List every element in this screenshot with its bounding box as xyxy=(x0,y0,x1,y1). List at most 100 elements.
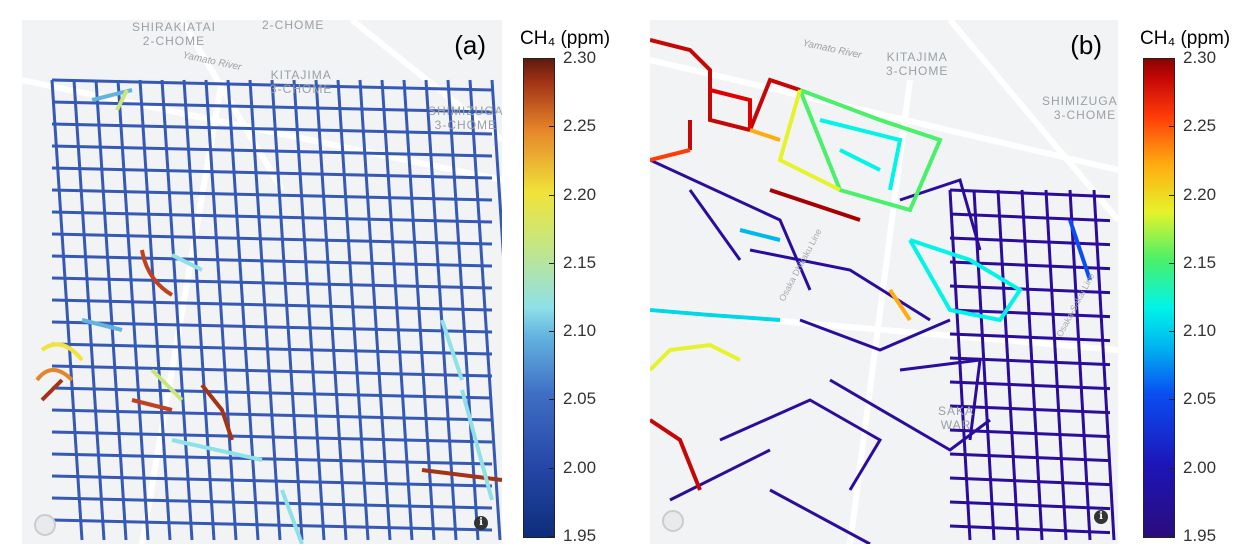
street-segment xyxy=(769,488,871,544)
colorbar-tickmark xyxy=(549,399,555,401)
colorbar-tick-label: 2.00 xyxy=(1183,457,1217,477)
street-segment xyxy=(314,79,348,541)
street-segment xyxy=(899,358,982,441)
street-segment xyxy=(719,398,883,491)
street-segment xyxy=(1068,189,1092,541)
street-segment xyxy=(949,284,1111,295)
street-segment xyxy=(51,364,493,378)
colorbar-tick-label: 2.10 xyxy=(1183,321,1217,341)
street-segment xyxy=(160,79,194,541)
street-segment xyxy=(650,158,812,291)
colorbar-tickmark xyxy=(549,194,555,196)
street-segment xyxy=(949,524,1111,535)
map-label-sakai-wards: SAKA WAR xyxy=(938,404,975,432)
colorbar-tick-label: 2.10 xyxy=(563,321,597,341)
street-segment xyxy=(336,79,370,541)
colorbar-title-b: CH₄ (ppm) xyxy=(1140,28,1231,49)
street-segment xyxy=(270,79,304,541)
colorbar-tickmark xyxy=(1169,467,1175,469)
street-segment xyxy=(51,100,493,114)
map-b-roads xyxy=(650,20,1118,544)
map-label-shimizu-b: SHIMIZUGAO 3-CHOME xyxy=(1042,94,1118,122)
colorbar-tickmark xyxy=(1169,331,1175,333)
street-segment xyxy=(949,476,1111,487)
street-segment xyxy=(490,79,502,257)
street-segment xyxy=(51,496,493,510)
colorbar-tick-label: 1.95 xyxy=(563,526,597,545)
colorbar-tick-label: 2.25 xyxy=(1183,116,1217,136)
colorbar-tick-label: 2.05 xyxy=(1183,389,1217,409)
street-segment xyxy=(51,386,493,400)
panel-label-b: (b) xyxy=(1070,30,1102,60)
street-segment xyxy=(51,166,493,180)
street-segment xyxy=(949,452,1111,463)
street-segment xyxy=(899,178,982,251)
colorbar-title-a: CH₄ (ppm) xyxy=(520,28,611,49)
street-segment xyxy=(51,298,493,312)
street-segment xyxy=(669,448,771,502)
street-segment xyxy=(949,404,1111,415)
street-segment xyxy=(358,79,392,541)
street-segment xyxy=(116,79,150,541)
street-segment xyxy=(51,276,493,290)
colorbar-tickmark xyxy=(1169,399,1175,401)
colorbar-tickmark xyxy=(1169,58,1175,59)
map-label-top-left: SHIRAKIATAI 2-CHOME xyxy=(132,20,216,48)
colorbar-b xyxy=(1143,58,1175,538)
map-panel-b[interactable]: KITAJIMA 3-CHOME SHIMIZUGAO 3-CHOME Yama… xyxy=(650,20,1118,544)
street-segment xyxy=(51,408,493,422)
info-icon-b[interactable]: i xyxy=(1094,510,1108,524)
colorbar-tickmark xyxy=(549,331,555,333)
map-label-shimizu: SHIMIZUGA 3-CHOME xyxy=(428,104,502,132)
street-segment xyxy=(51,518,493,532)
street-segment xyxy=(50,79,84,541)
street-segment xyxy=(829,378,991,452)
map-panel-a[interactable]: SHIRAKIATAI 2-CHOME 2-CHOME KITAJIMA 3-C… xyxy=(22,20,502,544)
street-segment xyxy=(204,79,238,541)
colorbar-tickmark xyxy=(1169,126,1175,128)
street-segment xyxy=(949,212,1111,223)
street-segment xyxy=(996,189,1020,541)
colorbar-a xyxy=(523,58,555,538)
info-icon[interactable]: i xyxy=(474,516,488,530)
street-segment xyxy=(94,79,128,541)
street-segment xyxy=(949,332,1111,343)
street-segment xyxy=(226,79,260,541)
map-label-kitajima-b: KITAJIMA 3-CHOME xyxy=(886,50,949,78)
street-segment xyxy=(949,308,1111,319)
street-segment xyxy=(182,79,216,541)
colorbar-tickmark xyxy=(549,467,555,469)
street-segment xyxy=(949,188,1111,199)
colorbar-tickmark xyxy=(549,126,555,128)
colorbar-tickmark xyxy=(549,536,555,537)
street-segment xyxy=(51,320,493,334)
street-segment xyxy=(51,232,493,246)
colorbar-tick-label: 2.15 xyxy=(563,252,597,272)
street-segment xyxy=(749,248,931,322)
colorbar-tick-label: 2.20 xyxy=(563,184,597,204)
street-segment xyxy=(51,342,493,356)
street-segment xyxy=(688,189,742,261)
colorbar-tickmark xyxy=(549,262,555,264)
compass-icon[interactable] xyxy=(34,514,56,536)
street-segment xyxy=(51,122,493,136)
colorbar-tick-label: 2.15 xyxy=(1183,252,1217,272)
colorbar-tickmark xyxy=(1169,262,1175,264)
colorbar-tick-label: 2.30 xyxy=(563,48,597,67)
colorbar-tick-label: 1.95 xyxy=(1183,526,1217,545)
map-label-top-mid: 2-CHOME xyxy=(262,20,325,32)
street-segment xyxy=(949,236,1111,247)
street-segment xyxy=(51,78,493,92)
street-segment xyxy=(949,380,1111,391)
street-segment xyxy=(799,318,951,352)
colorbar-tickmark xyxy=(1169,194,1175,196)
street-segment xyxy=(51,474,493,488)
colorbar-tick-label: 2.20 xyxy=(1183,184,1217,204)
compass-icon-b[interactable] xyxy=(662,510,684,532)
street-segment xyxy=(72,79,106,541)
street-segment xyxy=(51,144,493,158)
colorbar-tick-label: 2.30 xyxy=(1183,48,1217,67)
street-segment xyxy=(948,189,972,541)
street-segment xyxy=(248,79,282,541)
colorbar-tickmark xyxy=(1169,536,1175,537)
